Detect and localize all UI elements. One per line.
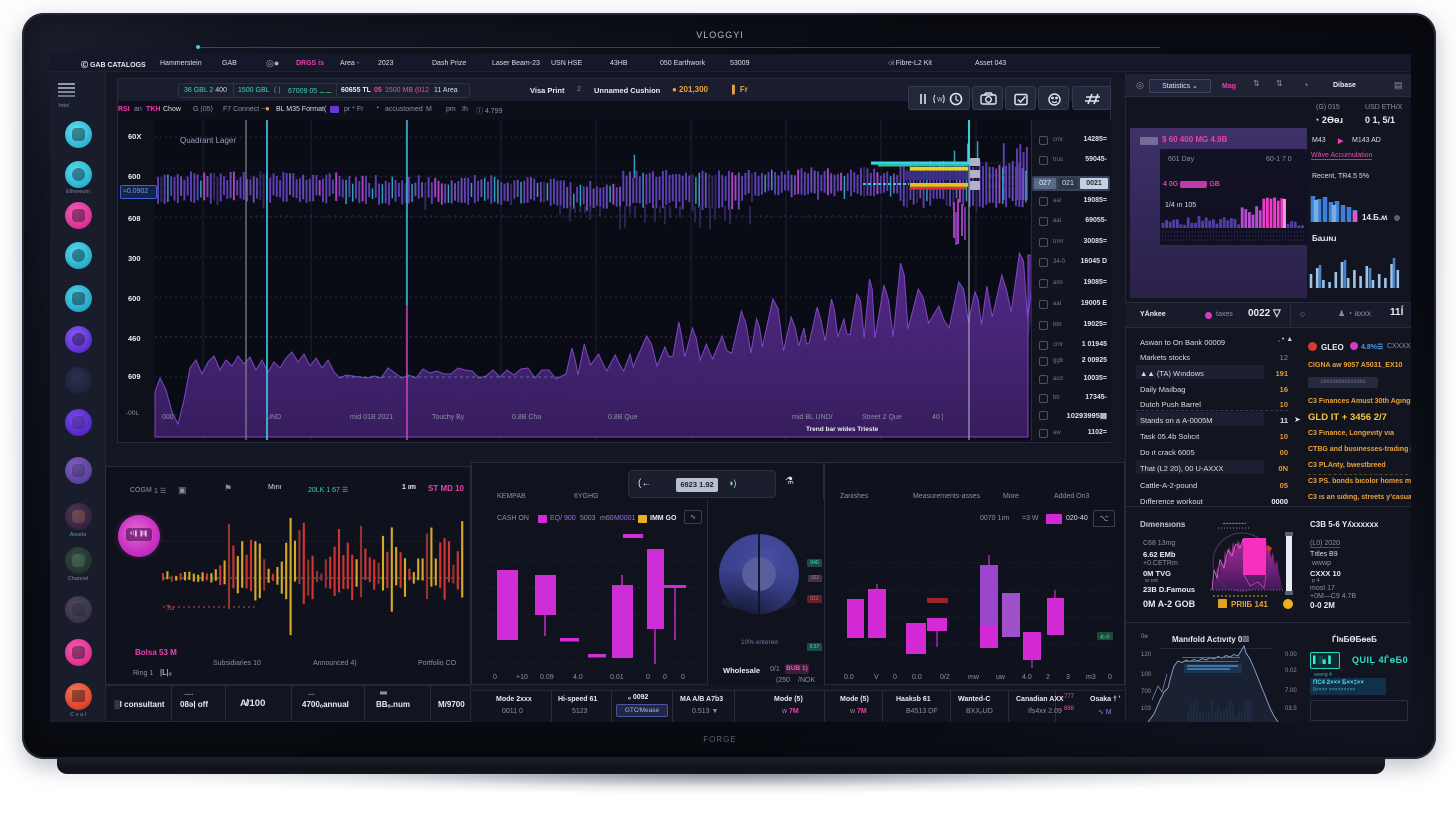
svg-text:4▷0: 4▷0 (1100, 635, 1110, 641)
svg-text:Tu: Tu (166, 605, 174, 612)
svg-text:W: W (937, 98, 943, 104)
svg-text:Quadrant Lager: Quadrant Lager (180, 136, 236, 145)
